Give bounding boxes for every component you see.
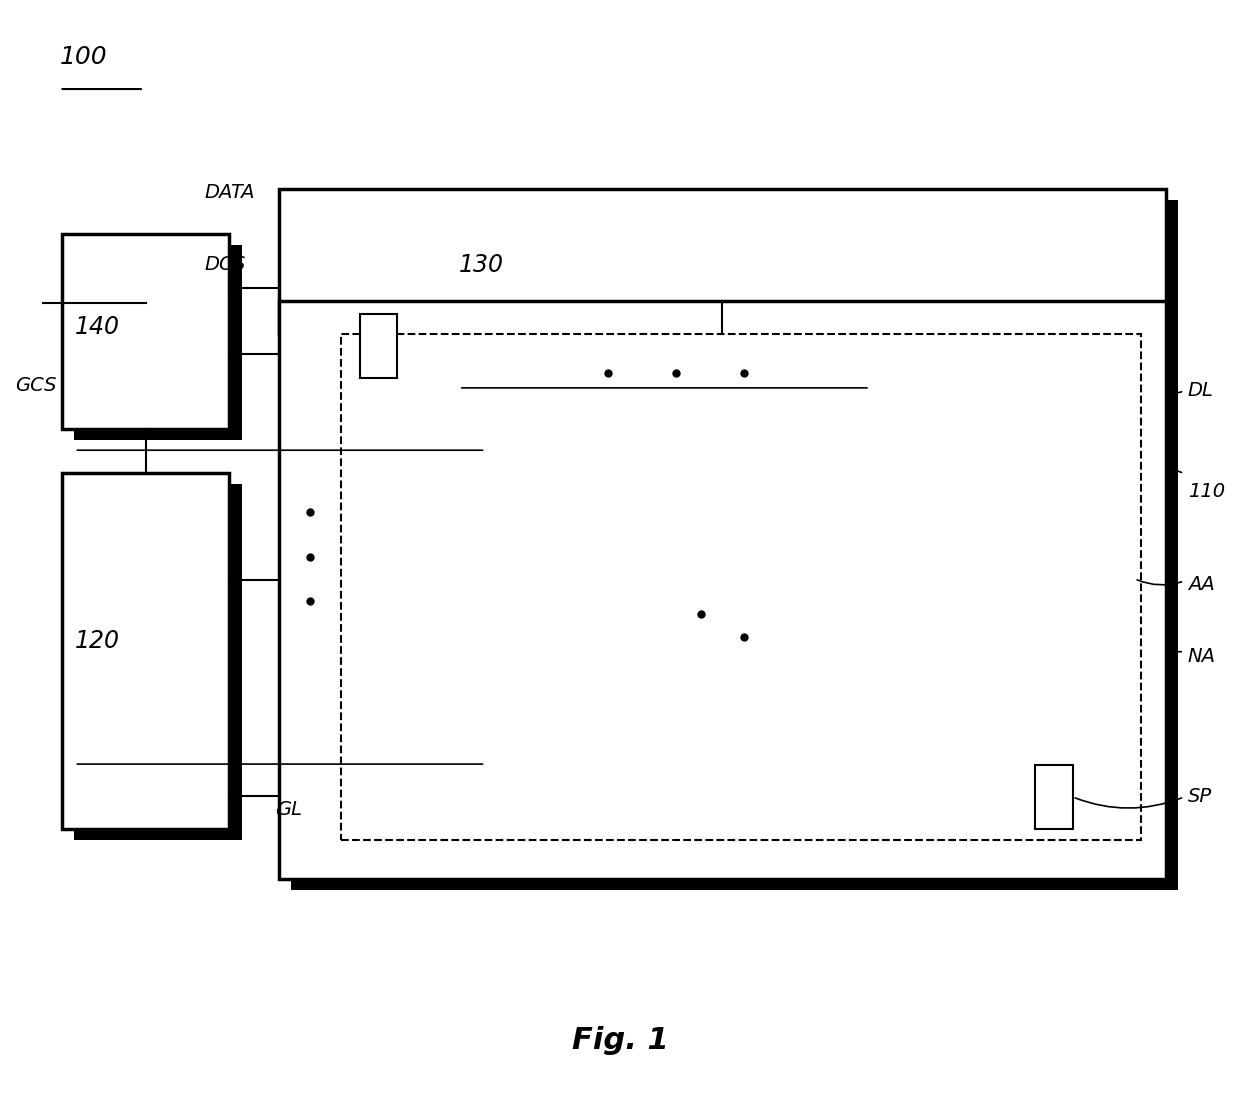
- Text: GCS: GCS: [15, 375, 56, 395]
- Bar: [279, 189, 1166, 334]
- Text: DCS: DCS: [205, 255, 246, 275]
- Bar: [62, 234, 229, 429]
- Text: SP: SP: [1188, 787, 1211, 807]
- Bar: [62, 473, 229, 829]
- Text: DL: DL: [1188, 381, 1214, 401]
- Bar: [291, 312, 1178, 890]
- Text: 110: 110: [1188, 482, 1225, 502]
- Text: NA: NA: [1188, 647, 1216, 667]
- Text: 130: 130: [459, 253, 503, 277]
- Bar: [341, 334, 1141, 840]
- Bar: [360, 314, 397, 378]
- Bar: [74, 484, 242, 840]
- Text: GL: GL: [277, 799, 303, 819]
- Text: AA: AA: [1188, 574, 1215, 594]
- Text: 140: 140: [74, 315, 119, 339]
- Text: 100: 100: [60, 45, 107, 69]
- Text: 120: 120: [74, 629, 119, 653]
- Bar: [74, 245, 242, 440]
- Text: DATA: DATA: [205, 183, 255, 203]
- Bar: [279, 301, 1166, 879]
- Bar: [1035, 765, 1073, 829]
- Bar: [291, 200, 1178, 345]
- Text: Fig. 1: Fig. 1: [572, 1026, 668, 1055]
